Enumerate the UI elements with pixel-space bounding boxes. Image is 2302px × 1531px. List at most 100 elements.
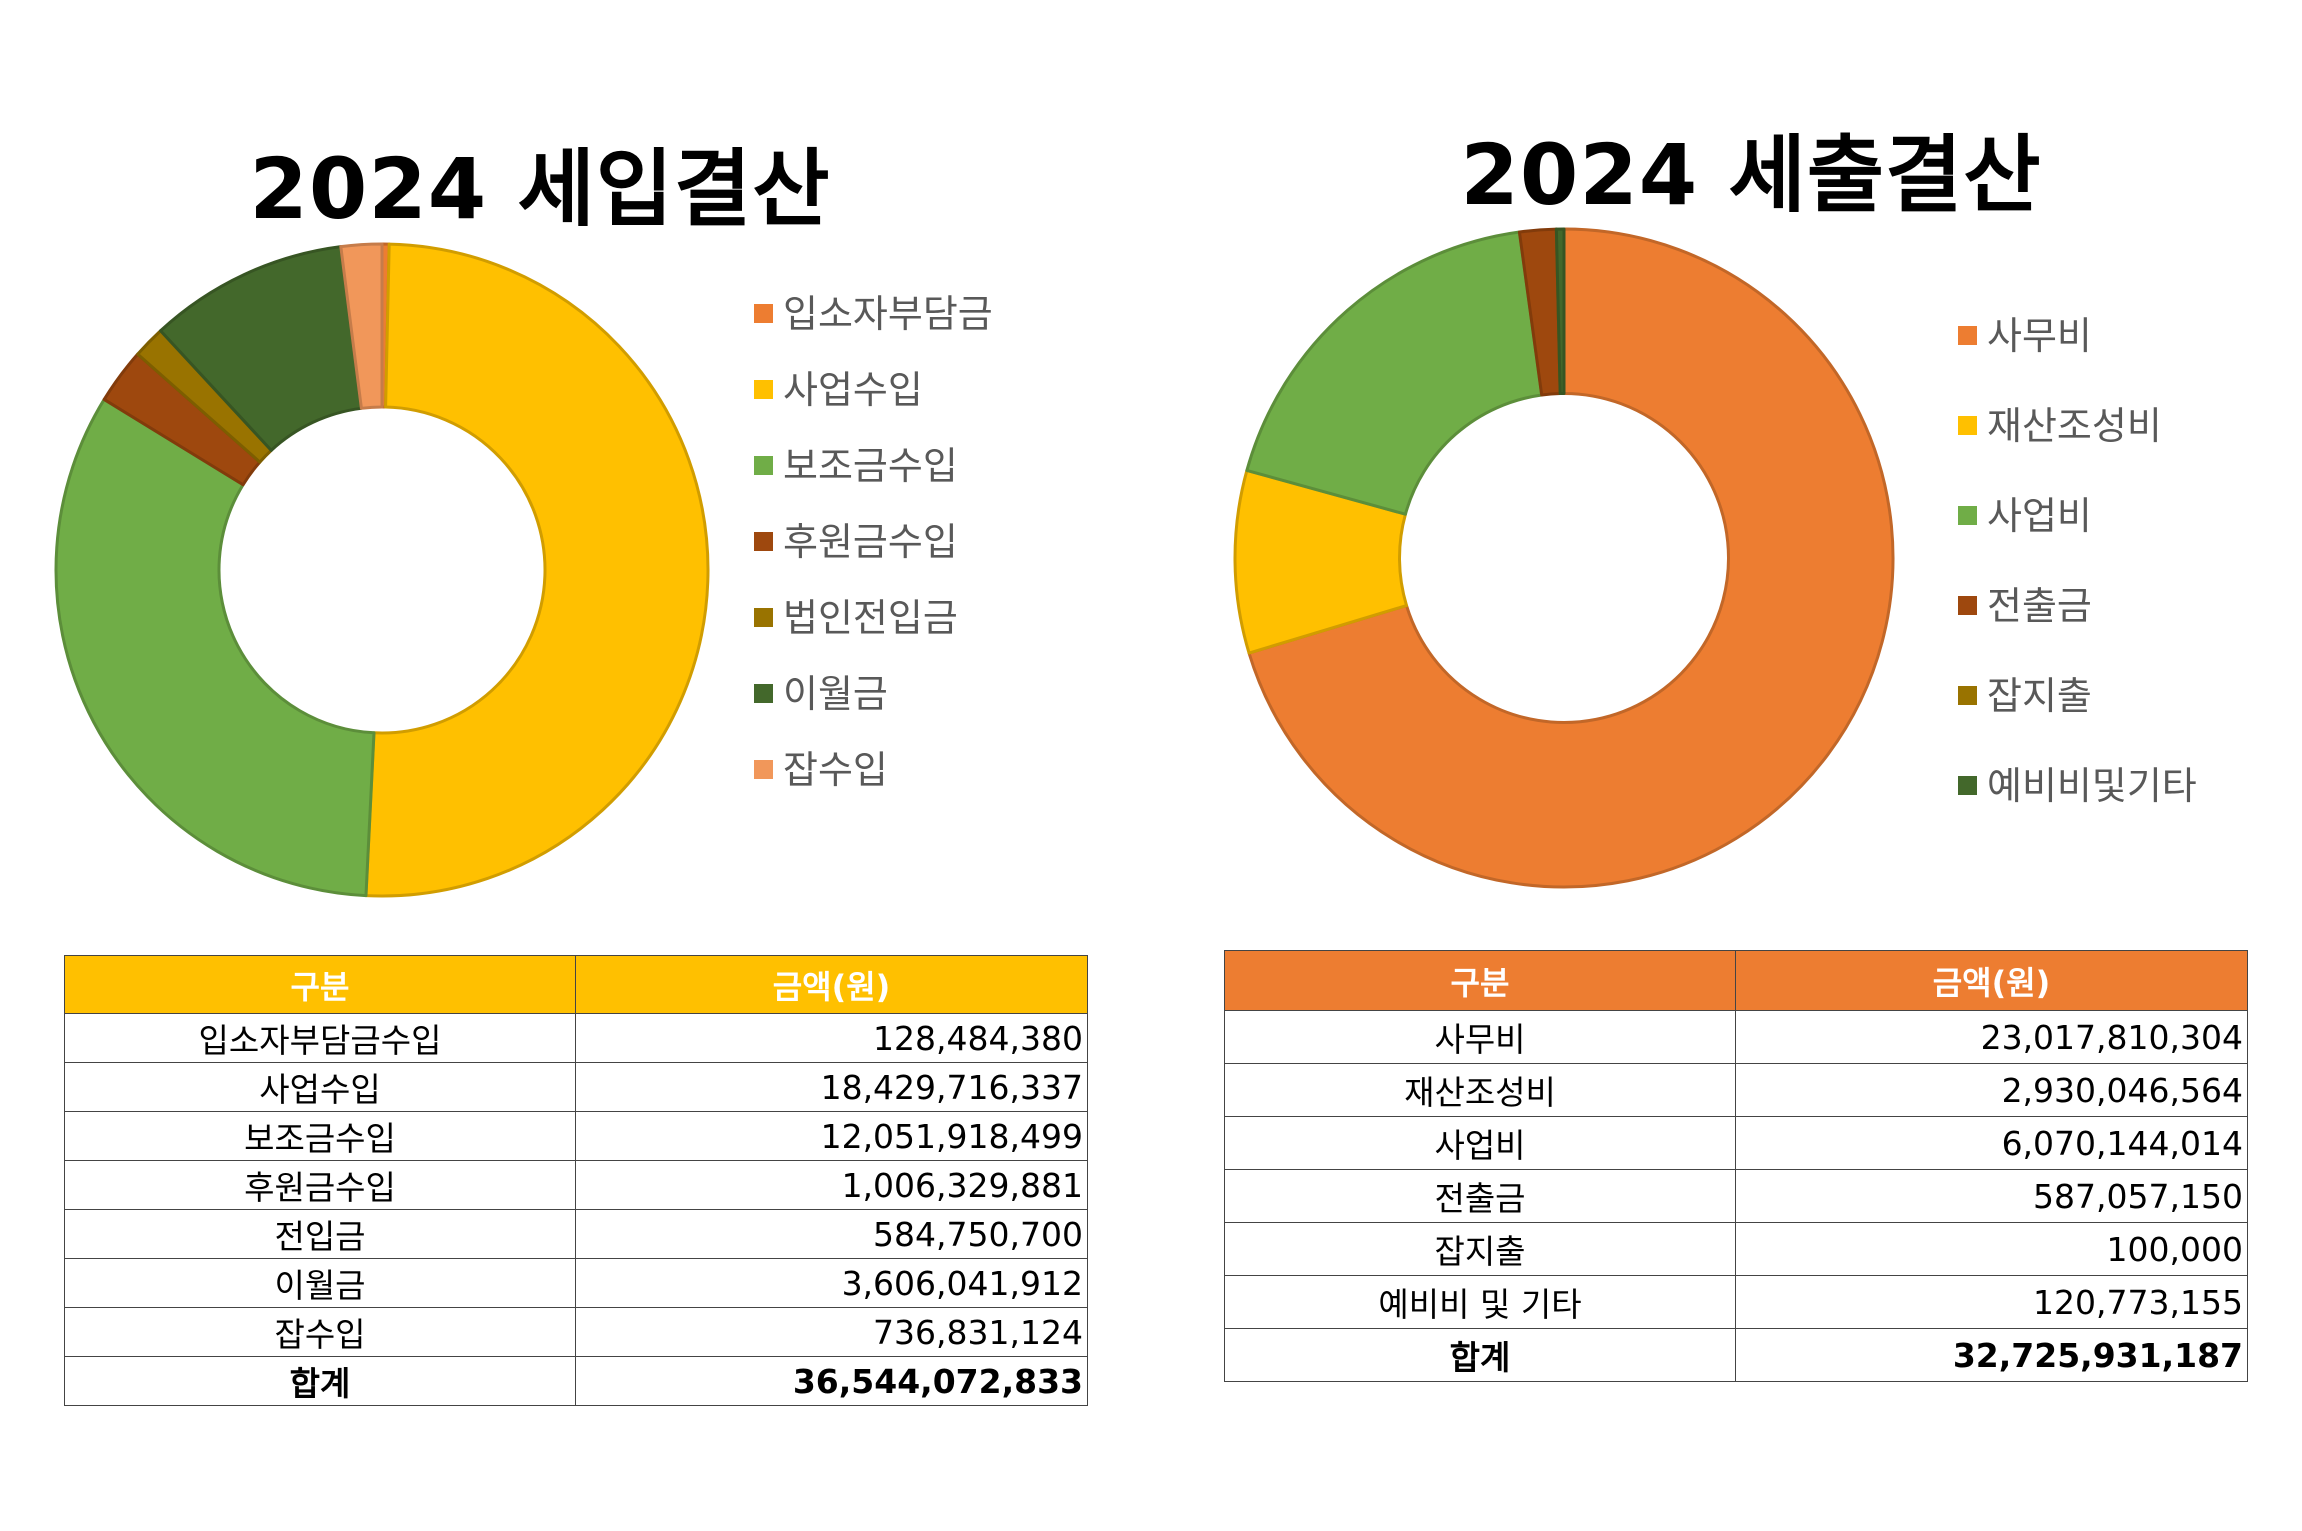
cell-category: 잡지출 xyxy=(1224,1222,1736,1276)
table-row: 사업비 6,070,144,014 xyxy=(1224,1116,2248,1170)
legend-label: 예비비및기타 xyxy=(1987,764,2197,808)
table-total-row: 합계 32,725,931,187 xyxy=(1224,1328,2248,1382)
legend-swatch xyxy=(754,684,773,703)
legend-swatch xyxy=(754,304,773,323)
header-amount: 금액(원) xyxy=(575,955,1088,1014)
table-row: 전입금 584,750,700 xyxy=(64,1209,1088,1259)
cell-category: 합계 xyxy=(1224,1328,1736,1382)
legend-swatch xyxy=(754,608,773,627)
legend-swatch xyxy=(754,760,773,779)
cell-amount: 3,606,041,912 xyxy=(575,1258,1088,1308)
legend-swatch xyxy=(1958,326,1977,345)
legend-item: 사업비 xyxy=(1958,485,2092,540)
table-row: 입소자부담금수입 128,484,380 xyxy=(64,1013,1088,1063)
table-header-row: 구분 금액(원) xyxy=(1224,950,2248,1011)
table-row: 전출금 587,057,150 xyxy=(1224,1169,2248,1223)
cell-amount: 36,544,072,833 xyxy=(575,1356,1088,1406)
legend-item: 입소자부담금 xyxy=(754,283,993,338)
expense-chart-title: 2024 세출결산 xyxy=(1460,126,2042,224)
cell-category: 사무비 xyxy=(1224,1010,1736,1064)
table-row: 잡수입 736,831,124 xyxy=(64,1307,1088,1357)
legend-label: 사무비 xyxy=(1987,314,2092,358)
table-header-row: 구분 금액(원) xyxy=(64,955,1088,1014)
legend-swatch xyxy=(754,380,773,399)
legend-item: 재산조성비 xyxy=(1958,395,2162,450)
cell-amount: 6,070,144,014 xyxy=(1735,1116,2248,1170)
legend-item: 전출금 xyxy=(1958,575,2092,630)
income-table: 구분 금액(원) 입소자부담금수입 128,484,380 사업수입 18,429,716… xyxy=(64,955,1088,1406)
cell-category: 후원금수입 xyxy=(64,1160,576,1210)
legend-swatch xyxy=(1958,686,1977,705)
legend-label: 전출금 xyxy=(1987,584,2092,628)
cell-category: 사업비 xyxy=(1224,1116,1736,1170)
legend-swatch xyxy=(1958,506,1977,525)
cell-amount: 2,930,046,564 xyxy=(1735,1063,2248,1117)
cell-amount: 584,750,700 xyxy=(575,1209,1088,1259)
header-amount: 금액(원) xyxy=(1735,950,2248,1011)
table-row: 예비비 및 기타 120,773,155 xyxy=(1224,1275,2248,1329)
legend-swatch xyxy=(1958,776,1977,795)
income-panel: 2024 세입결산 입소자부담금 사업수입 보조금수입 후원금수입 법인전입금 이월금 잡수… xyxy=(54,140,1088,1406)
legend-label: 입소자부담금 xyxy=(783,292,993,336)
cell-amount: 12,051,918,499 xyxy=(575,1111,1088,1161)
legend-item: 후원금수입 xyxy=(754,511,958,566)
donut-slice-0-1 xyxy=(364,242,710,898)
cell-amount: 736,831,124 xyxy=(575,1307,1088,1357)
legend-label: 법인전입금 xyxy=(783,596,958,640)
cell-amount: 587,057,150 xyxy=(1735,1169,2248,1223)
legend-swatch xyxy=(754,456,773,475)
cell-category: 잡수입 xyxy=(64,1307,576,1357)
legend-swatch xyxy=(1958,596,1977,615)
cell-category: 재산조성비 xyxy=(1224,1063,1736,1117)
table-row: 재산조성비 2,930,046,564 xyxy=(1224,1063,2248,1117)
legend-label: 후원금수입 xyxy=(783,520,958,564)
cell-category: 예비비 및 기타 xyxy=(1224,1275,1736,1329)
cell-amount: 23,017,810,304 xyxy=(1735,1010,2248,1064)
cell-category: 입소자부담금수입 xyxy=(64,1013,576,1063)
donut-slice-1-0 xyxy=(1247,227,1895,889)
legend-label: 사업비 xyxy=(1987,494,2092,538)
cell-category: 이월금 xyxy=(64,1258,576,1308)
legend-item: 보조금수입 xyxy=(754,435,958,490)
cell-amount: 100,000 xyxy=(1735,1222,2248,1276)
donut-slice-0-6 xyxy=(339,242,384,410)
header-category: 구분 xyxy=(1224,950,1736,1011)
table-total-row: 합계 36,544,072,833 xyxy=(64,1356,1088,1406)
header-category: 구분 xyxy=(64,955,576,1014)
table-row: 사업수입 18,429,716,337 xyxy=(64,1062,1088,1112)
table-row: 잡지출 100,000 xyxy=(1224,1222,2248,1276)
legend-label: 재산조성비 xyxy=(1987,404,2162,448)
table-row: 후원금수입 1,006,329,881 xyxy=(64,1160,1088,1210)
income-donut-chart xyxy=(54,242,710,898)
expense-table: 구분 금액(원) 사무비 23,017,810,304 재산조성비 2,930,046,5… xyxy=(1224,950,2248,1382)
cell-category: 전입금 xyxy=(64,1209,576,1259)
cell-amount: 18,429,716,337 xyxy=(575,1062,1088,1112)
legend-label: 이월금 xyxy=(783,672,888,716)
cell-amount: 1,006,329,881 xyxy=(575,1160,1088,1210)
expense-panel: 2024 세출결산 사무비 재산조성비 사업비 전출금 잡지출 예비비및기타 구분 금액(원… xyxy=(1151,0,2302,1531)
donut-slice-1-2 xyxy=(1245,230,1544,516)
legend-label: 사업수입 xyxy=(783,368,923,412)
cell-category: 보조금수입 xyxy=(64,1111,576,1161)
table-row: 사무비 23,017,810,304 xyxy=(1224,1010,2248,1064)
legend-swatch xyxy=(1958,416,1977,435)
cell-category: 전출금 xyxy=(1224,1169,1736,1223)
cell-amount: 32,725,931,187 xyxy=(1735,1328,2248,1382)
cell-category: 사업수입 xyxy=(64,1062,576,1112)
legend-item: 법인전입금 xyxy=(754,587,958,642)
cell-amount: 128,484,380 xyxy=(575,1013,1088,1063)
legend-label: 잡지출 xyxy=(1987,674,2092,718)
expense-donut-chart xyxy=(1233,227,1895,889)
legend-label: 잡수입 xyxy=(783,748,888,792)
legend-label: 보조금수입 xyxy=(783,444,958,488)
cell-category: 합계 xyxy=(64,1356,576,1406)
legend-item: 잡지출 xyxy=(1958,665,2092,720)
legend-item: 예비비및기타 xyxy=(1958,755,2197,810)
income-chart-title: 2024 세입결산 xyxy=(249,140,831,238)
donut-slice-0-2 xyxy=(54,397,376,898)
donut-slice-1-5 xyxy=(1554,227,1566,396)
legend-item: 잡수입 xyxy=(754,739,888,794)
legend-item: 이월금 xyxy=(754,663,888,718)
table-row: 이월금 3,606,041,912 xyxy=(64,1258,1088,1308)
legend-swatch xyxy=(754,532,773,551)
